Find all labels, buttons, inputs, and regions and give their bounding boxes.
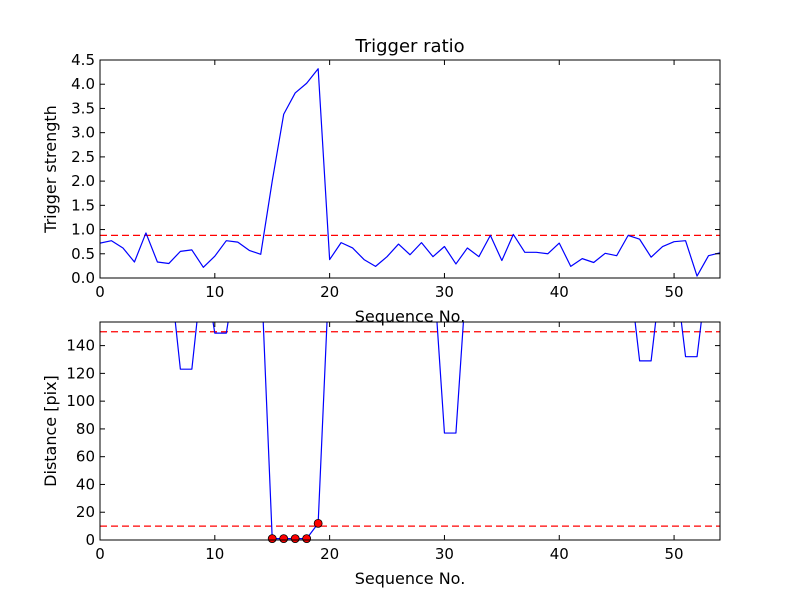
distance-marker-point <box>279 534 289 544</box>
distance-y-tick-label: 100 <box>66 392 95 410</box>
distance-axes-frame <box>99 321 721 541</box>
distance-y-tick-label: 0 <box>85 531 95 549</box>
trigger-chart-title: Trigger ratio <box>354 36 464 57</box>
distance-y-tick-label: 140 <box>66 337 95 355</box>
trigger-y-tick-label: 2.5 <box>71 148 95 166</box>
distance-x-tick-label: 20 <box>320 545 339 563</box>
distance-x-tick-label: 0 <box>95 545 105 563</box>
trigger-y-axis-label: Trigger strength <box>41 105 60 234</box>
trigger-y-tick-label: 3.5 <box>71 99 95 117</box>
trigger-y-tick-label: 2.0 <box>71 172 95 190</box>
trigger-axes-frame <box>99 59 721 279</box>
trigger-y-tick-label: 4.0 <box>71 75 95 93</box>
distance-y-tick-label: 120 <box>66 364 95 382</box>
distance-y-tick-label: 20 <box>76 503 95 521</box>
distance-y-tick-label: 40 <box>76 475 95 493</box>
trigger-x-tick-label: 50 <box>665 283 684 301</box>
trigger-y-tick-label: 0.0 <box>71 269 95 287</box>
trigger-ratio-chart: 0 10 20 30 40 50 0.0 0.5 1.0 1.5 2.0 2.5 3.0 3.5 4.0 4.… <box>41 36 721 326</box>
distance-x-tick-label: 40 <box>550 545 569 563</box>
trigger-y-tick-label: 1.0 <box>71 221 95 239</box>
distance-x-axis-label: Sequence No. <box>355 569 466 588</box>
trigger-y-tick-label: 4.5 <box>71 51 95 69</box>
distance-x-tick-label: 30 <box>435 545 454 563</box>
distance-y-tick-label: 80 <box>76 420 95 438</box>
distance-x-tick-label: 10 <box>205 545 224 563</box>
trigger-y-tick-label: 1.5 <box>71 196 95 214</box>
trigger-x-tick-label: 40 <box>550 283 569 301</box>
trigger-x-axis-label: Sequence No. <box>355 307 466 326</box>
distance-y-axis-label: Distance [pix] <box>41 375 60 487</box>
distance-plot-area <box>100 322 720 540</box>
distance-marker-point <box>302 534 312 544</box>
distance-marker-point <box>313 518 323 528</box>
trigger-x-tick-label: 20 <box>320 283 339 301</box>
trigger-x-tick-label: 10 <box>205 283 224 301</box>
trigger-y-tick-label: 0.5 <box>71 245 95 263</box>
trigger-series-line-0 <box>100 68 720 277</box>
trigger-x-tick-label: 30 <box>435 283 454 301</box>
trigger-x-tick-label: 0 <box>95 283 105 301</box>
distance-chart: 0 10 20 30 40 50 0 20 40 60 80 100 120 140 Sequence No… <box>41 321 721 588</box>
distance-series-line-0 <box>174 322 702 540</box>
distance-marker-point <box>267 534 277 544</box>
distance-y-tick-label: 60 <box>76 448 95 466</box>
distance-marker-point <box>290 534 300 544</box>
trigger-plot-area <box>100 68 720 277</box>
trigger-y-tick-label: 3.0 <box>71 124 95 142</box>
distance-x-tick-label: 50 <box>665 545 684 563</box>
